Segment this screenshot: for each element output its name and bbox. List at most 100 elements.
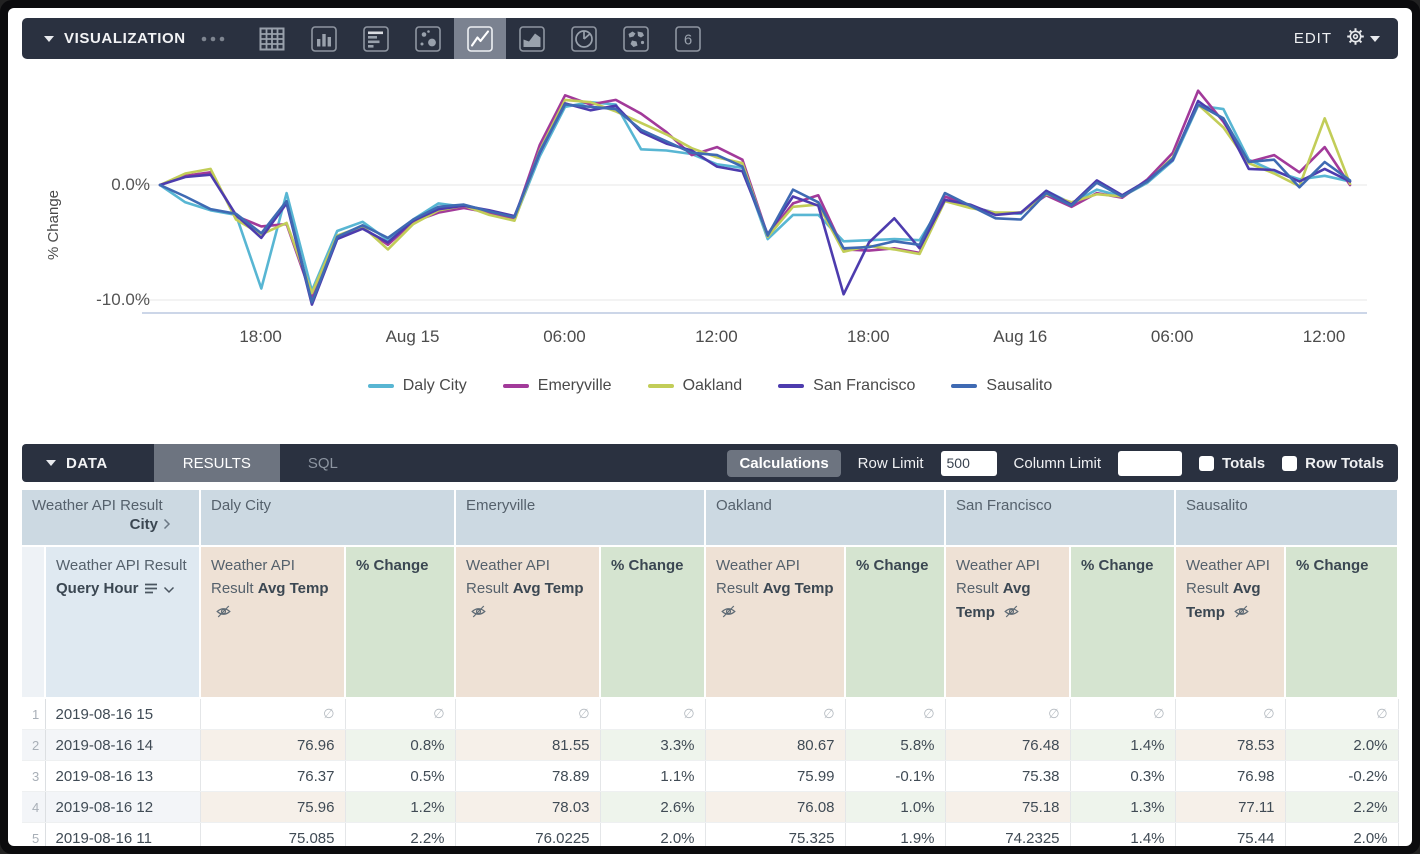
- chart-type-scatter-chart-icon[interactable]: [402, 18, 454, 59]
- avg-temp-cell[interactable]: 78.53: [1175, 729, 1286, 761]
- chart-type-table-icon[interactable]: [246, 18, 298, 59]
- pct-change-cell[interactable]: 2.0%: [600, 822, 706, 846]
- visualization-collapse-toggle[interactable]: VISUALIZATION: [22, 30, 186, 47]
- pct-change-cell[interactable]: 2.2%: [345, 822, 456, 846]
- pct-change-header[interactable]: % Change: [600, 546, 707, 699]
- pct-change-cell[interactable]: -0.2%: [1285, 760, 1399, 792]
- chart-type-pie-chart-icon[interactable]: [558, 18, 610, 59]
- pct-change-cell[interactable]: ∅: [1285, 698, 1399, 730]
- avg-temp-header[interactable]: Weather API Result Avg Temp: [705, 546, 847, 699]
- pct-change-cell[interactable]: 2.6%: [600, 791, 706, 823]
- more-chart-types-icon[interactable]: [200, 35, 226, 43]
- avg-temp-cell[interactable]: 77.11: [1175, 791, 1286, 823]
- chart-type-line-chart-icon[interactable]: [454, 18, 506, 59]
- pct-change-cell[interactable]: 1.3%: [1070, 791, 1176, 823]
- pct-change-cell[interactable]: 0.3%: [1070, 760, 1176, 792]
- tab-sql[interactable]: SQL: [307, 454, 338, 472]
- pivot-value-header[interactable]: Oakland: [705, 490, 947, 547]
- avg-temp-cell[interactable]: ∅: [455, 698, 601, 730]
- avg-temp-cell[interactable]: 76.08: [705, 791, 846, 823]
- pivot-value-header[interactable]: San Francisco: [945, 490, 1177, 547]
- avg-temp-cell[interactable]: ∅: [945, 698, 1071, 730]
- avg-temp-cell[interactable]: 78.03: [455, 791, 601, 823]
- pct-change-cell[interactable]: 2.0%: [1285, 822, 1399, 846]
- avg-temp-cell[interactable]: ∅: [200, 698, 346, 730]
- query-hour-cell[interactable]: 2019-08-16 11: [45, 822, 201, 846]
- row-totals-checkbox[interactable]: [1282, 455, 1298, 471]
- pct-change-header[interactable]: % Change: [1070, 546, 1177, 699]
- pct-change-cell[interactable]: 1.2%: [345, 791, 456, 823]
- avg-temp-cell[interactable]: 74.2325: [945, 822, 1071, 846]
- pct-change-cell[interactable]: 1.4%: [1070, 729, 1176, 761]
- avg-temp-cell[interactable]: 80.67: [705, 729, 846, 761]
- avg-temp-cell[interactable]: 76.96: [200, 729, 346, 761]
- pct-change-cell[interactable]: 0.5%: [345, 760, 456, 792]
- avg-temp-cell[interactable]: 76.48: [945, 729, 1071, 761]
- avg-temp-cell[interactable]: 81.55: [455, 729, 601, 761]
- legend-item-emeryville[interactable]: Emeryville: [502, 377, 612, 395]
- avg-temp-cell[interactable]: 75.99: [705, 760, 846, 792]
- pct-change-cell[interactable]: ∅: [345, 698, 456, 730]
- pct-change-header[interactable]: % Change: [345, 546, 457, 699]
- avg-temp-cell[interactable]: 75.96: [200, 791, 346, 823]
- query-hour-cell[interactable]: 2019-08-16 15: [45, 698, 201, 730]
- pct-change-header[interactable]: % Change: [845, 546, 947, 699]
- chart-type-bar-chart-icon[interactable]: [350, 18, 402, 59]
- data-collapse-toggle[interactable]: DATA: [22, 455, 108, 472]
- avg-temp-cell[interactable]: 75.085: [200, 822, 346, 846]
- avg-temp-header[interactable]: Weather API Result Avg Temp: [455, 546, 602, 699]
- query-hour-cell[interactable]: 2019-08-16 14: [45, 729, 201, 761]
- avg-temp-header[interactable]: Weather API Result Avg Temp: [200, 546, 346, 699]
- pct-change-cell[interactable]: 2.0%: [1285, 729, 1399, 761]
- legend-item-san-francisco[interactable]: San Francisco: [778, 377, 915, 395]
- avg-temp-cell[interactable]: 75.38: [945, 760, 1071, 792]
- avg-temp-header[interactable]: Weather API Result Avg Temp: [945, 546, 1072, 699]
- tab-results[interactable]: RESULTS: [153, 444, 280, 482]
- avg-temp-cell[interactable]: 75.18: [945, 791, 1071, 823]
- avg-temp-header[interactable]: Weather API Result Avg Temp: [1175, 546, 1287, 699]
- pivot-value-header[interactable]: Emeryville: [455, 490, 707, 547]
- pivot-dimension-header[interactable]: Weather API Result City: [22, 490, 201, 547]
- chart-plot[interactable]: [22, 59, 1398, 359]
- pct-change-cell[interactable]: 5.8%: [845, 729, 946, 761]
- avg-temp-cell[interactable]: 76.0225: [455, 822, 601, 846]
- pct-change-cell[interactable]: 1.0%: [845, 791, 946, 823]
- query-hour-cell[interactable]: 2019-08-16 12: [45, 791, 201, 823]
- pct-change-cell[interactable]: 0.8%: [345, 729, 456, 761]
- row-limit-input[interactable]: [940, 450, 997, 476]
- query-hour-cell[interactable]: 2019-08-16 13: [45, 760, 201, 792]
- pivot-value-header[interactable]: Sausalito: [1175, 490, 1400, 547]
- avg-temp-cell[interactable]: 75.325: [705, 822, 846, 846]
- chart-type-single-value-icon[interactable]: 6: [662, 18, 714, 59]
- series-line-emeryville[interactable]: [158, 89, 1352, 298]
- calculations-button[interactable]: Calculations: [727, 449, 841, 477]
- chart-type-column-chart-icon[interactable]: [298, 18, 350, 59]
- chart-type-map-icon[interactable]: [610, 18, 662, 59]
- series-line-sausalito[interactable]: [158, 103, 1352, 304]
- pct-change-header[interactable]: % Change: [1285, 546, 1400, 699]
- edit-button[interactable]: EDIT: [1293, 30, 1332, 47]
- avg-temp-cell[interactable]: 75.44: [1175, 822, 1286, 846]
- series-line-oakland[interactable]: [158, 98, 1352, 295]
- totals-checkbox[interactable]: [1199, 455, 1215, 471]
- avg-temp-cell[interactable]: ∅: [1175, 698, 1286, 730]
- avg-temp-cell[interactable]: 78.89: [455, 760, 601, 792]
- avg-temp-cell[interactable]: 76.98: [1175, 760, 1286, 792]
- legend-item-sausalito[interactable]: Sausalito: [951, 377, 1052, 395]
- pct-change-cell[interactable]: 1.9%: [845, 822, 946, 846]
- pct-change-cell[interactable]: 1.1%: [600, 760, 706, 792]
- pct-change-cell[interactable]: 1.4%: [1070, 822, 1176, 846]
- pct-change-cell[interactable]: 3.3%: [600, 729, 706, 761]
- column-limit-input[interactable]: [1118, 450, 1183, 476]
- pct-change-cell[interactable]: ∅: [600, 698, 706, 730]
- chart-type-area-chart-icon[interactable]: [506, 18, 558, 59]
- pct-change-cell[interactable]: 2.2%: [1285, 791, 1399, 823]
- pct-change-cell[interactable]: ∅: [845, 698, 946, 730]
- pivot-value-header[interactable]: Daly City: [200, 490, 457, 547]
- query-hour-header[interactable]: Weather API Result Query Hour: [45, 546, 201, 699]
- avg-temp-cell[interactable]: ∅: [705, 698, 846, 730]
- viz-settings-button[interactable]: [1346, 27, 1380, 51]
- avg-temp-cell[interactable]: 76.37: [200, 760, 346, 792]
- legend-item-oakland[interactable]: Oakland: [647, 377, 742, 395]
- pct-change-cell[interactable]: ∅: [1070, 698, 1176, 730]
